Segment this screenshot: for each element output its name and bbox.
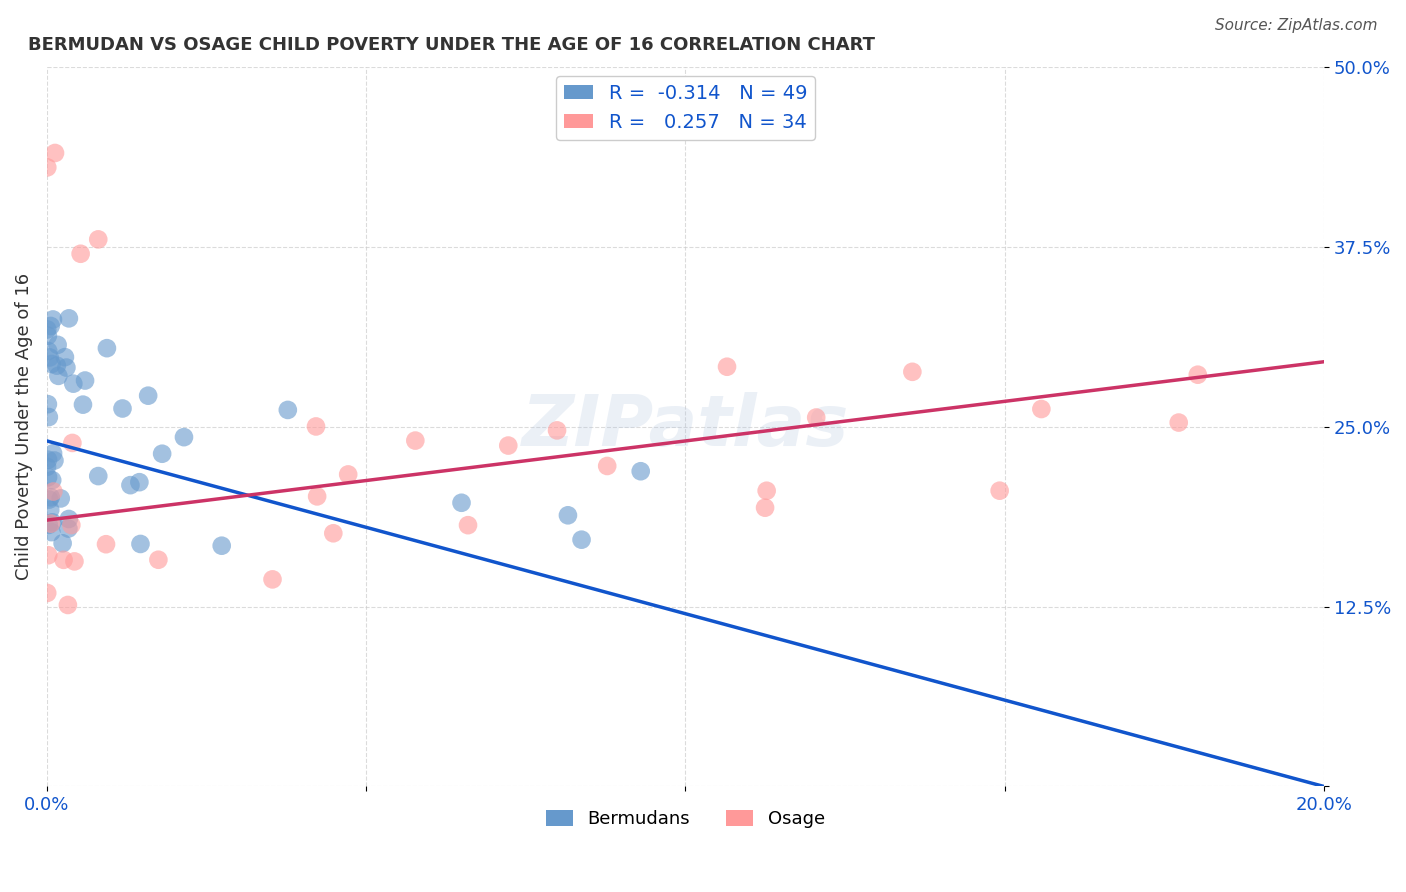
- Osage: [716, 359, 738, 374]
- Bermudans: [52, 536, 75, 550]
- Bermudans: [45, 359, 67, 373]
- Osage: [1167, 416, 1189, 430]
- Osage: [337, 467, 360, 482]
- Bermudans: [128, 475, 150, 490]
- Bermudans: [48, 368, 70, 383]
- Bermudans: [46, 338, 69, 352]
- Bermudans: [42, 446, 65, 460]
- Bermudans: [38, 410, 60, 425]
- Osage: [37, 586, 59, 600]
- Osage: [148, 553, 170, 567]
- Bermudans: [41, 525, 63, 540]
- Bermudans: [39, 490, 62, 504]
- Bermudans: [58, 311, 80, 326]
- Osage: [305, 419, 328, 434]
- Bermudans: [450, 496, 472, 510]
- Bermudans: [39, 318, 62, 333]
- Osage: [1031, 402, 1053, 417]
- Osage: [87, 232, 110, 246]
- Bermudans: [38, 351, 60, 365]
- Bermudans: [49, 491, 72, 506]
- Osage: [37, 548, 59, 562]
- Bermudans: [39, 503, 62, 517]
- Bermudans: [37, 397, 59, 411]
- Osage: [63, 554, 86, 568]
- Legend: Bermudans, Osage: Bermudans, Osage: [538, 802, 832, 835]
- Bermudans: [38, 517, 60, 532]
- Bermudans: [37, 470, 59, 484]
- Osage: [39, 516, 62, 531]
- Osage: [37, 161, 59, 175]
- Bermudans: [87, 469, 110, 483]
- Osage: [988, 483, 1011, 498]
- Bermudans: [41, 357, 63, 371]
- Bermudans: [38, 492, 60, 507]
- Osage: [457, 518, 479, 533]
- Osage: [322, 526, 344, 541]
- Osage: [56, 598, 79, 612]
- Bermudans: [96, 341, 118, 355]
- Bermudans: [35, 459, 58, 474]
- Osage: [901, 365, 924, 379]
- Osage: [60, 436, 83, 450]
- Bermudans: [37, 452, 59, 467]
- Osage: [94, 537, 117, 551]
- Osage: [404, 434, 426, 448]
- Osage: [596, 458, 619, 473]
- Text: ZIPatlas: ZIPatlas: [522, 392, 849, 461]
- Bermudans: [58, 522, 80, 536]
- Bermudans: [630, 464, 652, 478]
- Osage: [806, 410, 828, 425]
- Bermudans: [277, 403, 299, 417]
- Osage: [44, 146, 66, 161]
- Bermudans: [37, 328, 59, 343]
- Text: BERMUDAN VS OSAGE CHILD POVERTY UNDER THE AGE OF 16 CORRELATION CHART: BERMUDAN VS OSAGE CHILD POVERTY UNDER TH…: [28, 36, 875, 54]
- Bermudans: [58, 512, 80, 526]
- Bermudans: [53, 350, 76, 364]
- Osage: [754, 500, 776, 515]
- Bermudans: [44, 453, 66, 467]
- Bermudans: [73, 374, 96, 388]
- Osage: [60, 518, 83, 533]
- Bermudans: [37, 322, 59, 336]
- Bermudans: [111, 401, 134, 416]
- Bermudans: [136, 389, 159, 403]
- Bermudans: [55, 360, 77, 375]
- Osage: [1187, 368, 1209, 382]
- Bermudans: [173, 430, 195, 444]
- Osage: [262, 573, 284, 587]
- Bermudans: [37, 344, 59, 359]
- Osage: [69, 246, 91, 260]
- Osage: [546, 423, 568, 437]
- Bermudans: [129, 537, 152, 551]
- Bermudans: [211, 539, 233, 553]
- Bermudans: [150, 447, 173, 461]
- Bermudans: [72, 398, 94, 412]
- Y-axis label: Child Poverty Under the Age of 16: Child Poverty Under the Age of 16: [15, 273, 32, 580]
- Bermudans: [571, 533, 593, 547]
- Text: Source: ZipAtlas.com: Source: ZipAtlas.com: [1215, 18, 1378, 33]
- Bermudans: [41, 473, 63, 487]
- Osage: [42, 484, 65, 499]
- Bermudans: [62, 376, 84, 391]
- Osage: [755, 483, 778, 498]
- Bermudans: [41, 516, 63, 530]
- Osage: [307, 489, 329, 503]
- Osage: [498, 439, 520, 453]
- Osage: [52, 553, 75, 567]
- Bermudans: [120, 478, 142, 492]
- Bermudans: [557, 508, 579, 523]
- Bermudans: [42, 312, 65, 326]
